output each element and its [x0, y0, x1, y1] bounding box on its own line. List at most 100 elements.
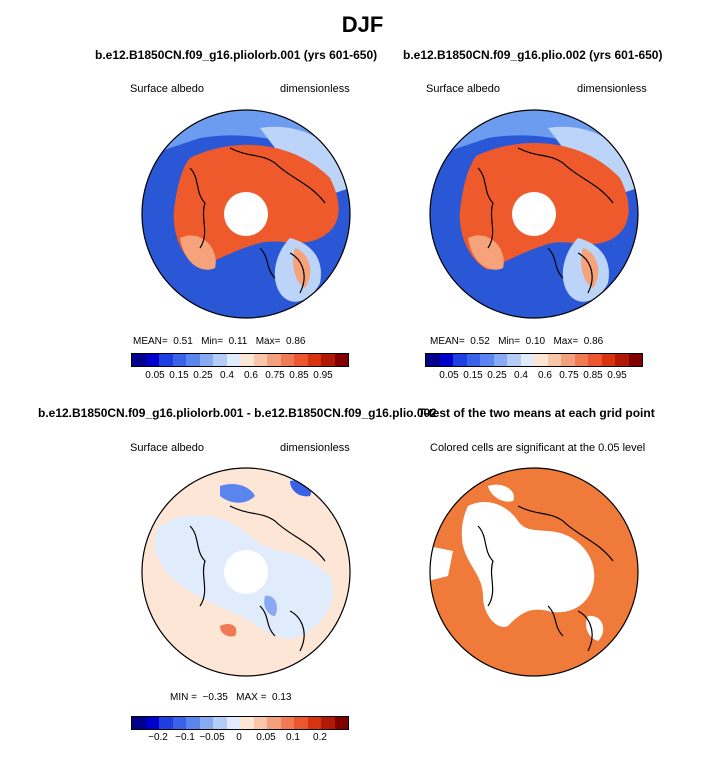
colorbar-tick-label: 0.95 — [313, 370, 333, 381]
polar-hole — [224, 550, 268, 594]
colorbar-ticks-bottom-left: −0.2 −0.1 −0.05 0 0.05 0.1 0.2 — [131, 732, 347, 746]
colorbar-swatch — [226, 354, 240, 366]
colorbar-swatch — [172, 354, 186, 366]
colorbar-swatch — [520, 354, 534, 366]
colorbar-swatch — [280, 717, 294, 729]
colorbar-tick-label: −0.05 — [199, 732, 225, 743]
colorbar-swatch — [172, 717, 186, 729]
colorbar-tick-label: 0.4 — [514, 370, 528, 381]
colorbar-swatch — [547, 354, 561, 366]
colorbar-tick-label: 0.25 — [487, 370, 507, 381]
colorbar-tick-label: 0.1 — [286, 732, 300, 743]
colorbar-swatch — [507, 354, 521, 366]
ttest-map-bottom-right — [429, 467, 639, 677]
albedo-map-top-right — [429, 109, 639, 319]
colorbar-tick-label: 0.4 — [220, 370, 234, 381]
colorbar-tick-label: 0.15 — [169, 370, 189, 381]
polar-hole — [512, 192, 556, 236]
colorbar-tick-label: −0.2 — [148, 732, 168, 743]
colorbar-swatch — [574, 354, 588, 366]
colorbar-swatch — [199, 354, 213, 366]
colorbar-top-left — [131, 353, 349, 367]
colorbar-swatch — [159, 354, 173, 366]
colorbar-tick-label: 0.2 — [313, 732, 327, 743]
colorbar-swatch — [240, 717, 254, 729]
colorbar-tick-label: 0.85 — [289, 370, 309, 381]
colorbar-swatch — [186, 717, 200, 729]
colorbar-swatch — [253, 717, 267, 729]
colorbar-swatch — [561, 354, 575, 366]
colorbar-swatch — [307, 354, 321, 366]
colorbar-tick-label: −0.1 — [175, 732, 195, 743]
colorbar-swatch — [226, 717, 240, 729]
colorbar-swatch — [493, 354, 507, 366]
colorbar-swatch — [213, 354, 227, 366]
panel-title-bottom-right: T-test of the two means at each grid poi… — [418, 406, 655, 420]
colorbar-tick-label: 0.15 — [463, 370, 483, 381]
colorbar-tick-label: 0 — [236, 732, 242, 743]
colorbar-swatch — [199, 717, 213, 729]
colorbar-swatch — [145, 717, 159, 729]
colorbar-swatch — [145, 354, 159, 366]
polar-hole — [512, 550, 556, 594]
main-title: DJF — [341, 12, 384, 37]
colorbar-tick-label: 0.05 — [145, 370, 165, 381]
variable-label-top-right: Surface albedo — [426, 83, 500, 95]
panel-title-bottom-left: b.e12.B1850CN.f09_g16.pliolorb.001 - b.e… — [38, 406, 437, 420]
units-label-bottom-left: dimensionless — [280, 442, 350, 454]
colorbar-tick-label: 0.85 — [583, 370, 603, 381]
variable-label-top-left: Surface albedo — [130, 83, 204, 95]
colorbar-swatch — [132, 354, 146, 366]
colorbar-ticks-top-left: 0.05 0.15 0.25 0.4 0.6 0.75 0.85 0.95 — [131, 370, 347, 384]
significance-note: Colored cells are significant at the 0.0… — [430, 442, 646, 454]
colorbar-tick-label: 0.05 — [256, 732, 276, 743]
colorbar-swatch — [253, 354, 267, 366]
colorbar-top-right — [425, 353, 643, 367]
colorbar-swatch — [321, 717, 335, 729]
colorbar-swatch — [453, 354, 467, 366]
colorbar-tick-label: 0.95 — [607, 370, 627, 381]
colorbar-swatch — [186, 354, 200, 366]
colorbar-swatch — [132, 717, 146, 729]
colorbar-swatch — [615, 354, 629, 366]
colorbar-swatch — [307, 717, 321, 729]
colorbar-swatch — [534, 354, 548, 366]
colorbar-swatch — [321, 354, 335, 366]
colorbar-tick-label: 0.6 — [538, 370, 552, 381]
colorbar-swatch — [280, 354, 294, 366]
colorbar-swatch — [466, 354, 480, 366]
variable-label-bottom-left: Surface albedo — [130, 442, 204, 454]
colorbar-swatch — [334, 354, 348, 366]
stats-top-left: MEAN= 0.51 Min= 0.11 Max= 0.86 — [133, 336, 306, 347]
colorbar-swatch — [294, 354, 308, 366]
colorbar-swatch — [439, 354, 453, 366]
colorbar-swatch — [480, 354, 494, 366]
colorbar-swatch — [159, 717, 173, 729]
colorbar-swatch — [601, 354, 615, 366]
units-label-top-left: dimensionless — [280, 83, 350, 95]
colorbar-swatch — [628, 354, 642, 366]
stats-bottom-left: MIN = −0.35 MAX = 0.13 — [170, 692, 292, 703]
units-label-top-right: dimensionless — [577, 83, 647, 95]
colorbar-tick-label: 0.25 — [193, 370, 213, 381]
colorbar-swatch — [294, 717, 308, 729]
albedo-map-top-left — [141, 109, 351, 319]
difference-map-bottom-left — [141, 467, 351, 677]
colorbar-tick-label: 0.75 — [265, 370, 285, 381]
colorbar-swatch — [267, 717, 281, 729]
colorbar-swatch — [267, 354, 281, 366]
colorbar-tick-label: 0.6 — [244, 370, 258, 381]
colorbar-swatch — [588, 354, 602, 366]
colorbar-tick-label: 0.75 — [559, 370, 579, 381]
polar-hole — [224, 192, 268, 236]
panel-title-top-left: b.e12.B1850CN.f09_g16.pliolorb.001 (yrs … — [95, 48, 378, 62]
colorbar-swatch — [240, 354, 254, 366]
colorbar-swatch — [426, 354, 440, 366]
colorbar-tick-label: 0.05 — [439, 370, 459, 381]
colorbar-swatch — [213, 717, 227, 729]
colorbar-swatch — [334, 717, 348, 729]
colorbar-ticks-top-right: 0.05 0.15 0.25 0.4 0.6 0.75 0.85 0.95 — [425, 370, 641, 384]
panel-title-top-right: b.e12.B1850CN.f09_g16.plio.002 (yrs 601-… — [403, 48, 663, 62]
stats-top-right: MEAN= 0.52 Min= 0.10 Max= 0.86 — [430, 336, 604, 347]
colorbar-bottom-left — [131, 716, 349, 730]
